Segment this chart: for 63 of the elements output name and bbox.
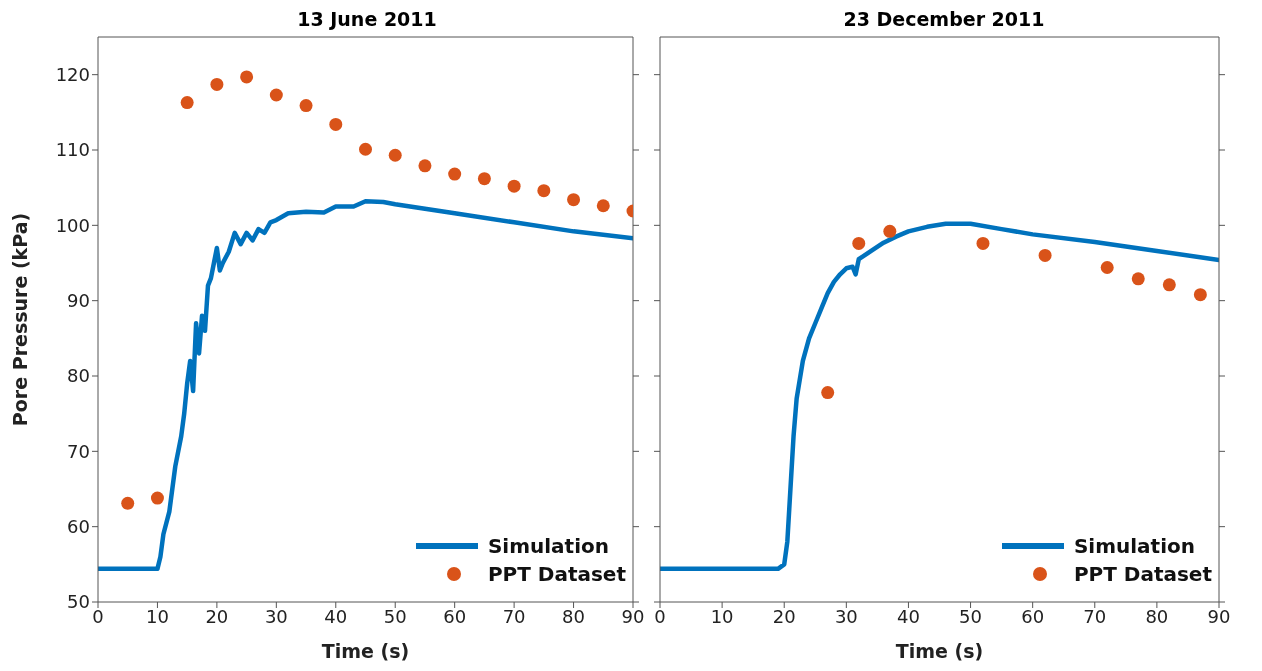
x-tick-label: 30 — [264, 605, 288, 627]
x-tick-label: 90 — [1207, 605, 1231, 627]
x-tick-label: 70 — [502, 605, 526, 627]
y-tick-label: 50 — [67, 591, 90, 613]
point — [329, 117, 343, 131]
x-tick-label: 60 — [443, 605, 467, 627]
x-tick-label: 80 — [562, 605, 586, 627]
point — [388, 148, 402, 162]
x-tick-label: 40 — [324, 605, 348, 627]
point — [418, 159, 432, 173]
chart-title: 13 June 2011 — [296, 8, 438, 32]
x-tick-label: 60 — [1021, 605, 1045, 627]
x-tick-label: 10 — [145, 605, 169, 627]
point — [299, 99, 313, 113]
y-axis-title: Pore Pressure (kPa) — [8, 212, 31, 427]
y-tick-label: 120 — [55, 64, 90, 86]
y-tick-label: 100 — [55, 214, 90, 236]
point — [448, 167, 462, 181]
point — [359, 142, 372, 156]
point — [1162, 278, 1176, 292]
point — [852, 236, 866, 250]
point — [180, 96, 194, 110]
x-axis-title: Time (s) — [321, 640, 410, 662]
point — [210, 77, 224, 91]
point — [240, 70, 254, 84]
x-tick-label: 30 — [834, 605, 858, 627]
point — [269, 88, 283, 102]
y-tick-label: 80 — [67, 365, 90, 387]
point — [150, 491, 164, 505]
legend-label: Simulation — [1073, 533, 1195, 560]
point — [567, 193, 581, 207]
point — [507, 179, 521, 193]
chart-title: 23 December 2011 — [842, 8, 1046, 32]
x-tick-label: 0 — [654, 605, 666, 627]
x-tick-label: 40 — [896, 605, 920, 627]
point — [1100, 261, 1114, 275]
point — [883, 224, 897, 238]
point — [976, 236, 990, 250]
y-tick-label: 60 — [67, 516, 90, 538]
point — [821, 386, 835, 400]
x-tick-label: 20 — [205, 605, 229, 627]
x-tick-label: 90 — [621, 605, 645, 627]
legend-label: PPT Dataset — [1073, 561, 1212, 588]
legend-label: PPT Dataset — [487, 561, 626, 588]
point — [596, 199, 610, 213]
x-tick-label: 20 — [772, 605, 796, 627]
y-tick-label: 70 — [67, 440, 90, 462]
x-tick-label: 10 — [710, 605, 734, 627]
point — [1193, 288, 1207, 302]
point — [537, 184, 551, 198]
point — [1131, 272, 1145, 286]
y-tick-label: 110 — [55, 139, 90, 161]
x-tick-label: 50 — [383, 605, 407, 627]
legend-label: Simulation — [487, 533, 609, 560]
point — [1038, 248, 1052, 262]
point — [121, 496, 135, 510]
y-tick-label: 90 — [67, 290, 90, 312]
x-tick-label: 80 — [1145, 605, 1169, 627]
x-axis-title: Time (s) — [895, 640, 984, 662]
x-tick-label: 50 — [959, 605, 983, 627]
x-tick-label: 0 — [92, 605, 104, 627]
x-tick-label: 70 — [1083, 605, 1107, 627]
point — [477, 172, 491, 186]
